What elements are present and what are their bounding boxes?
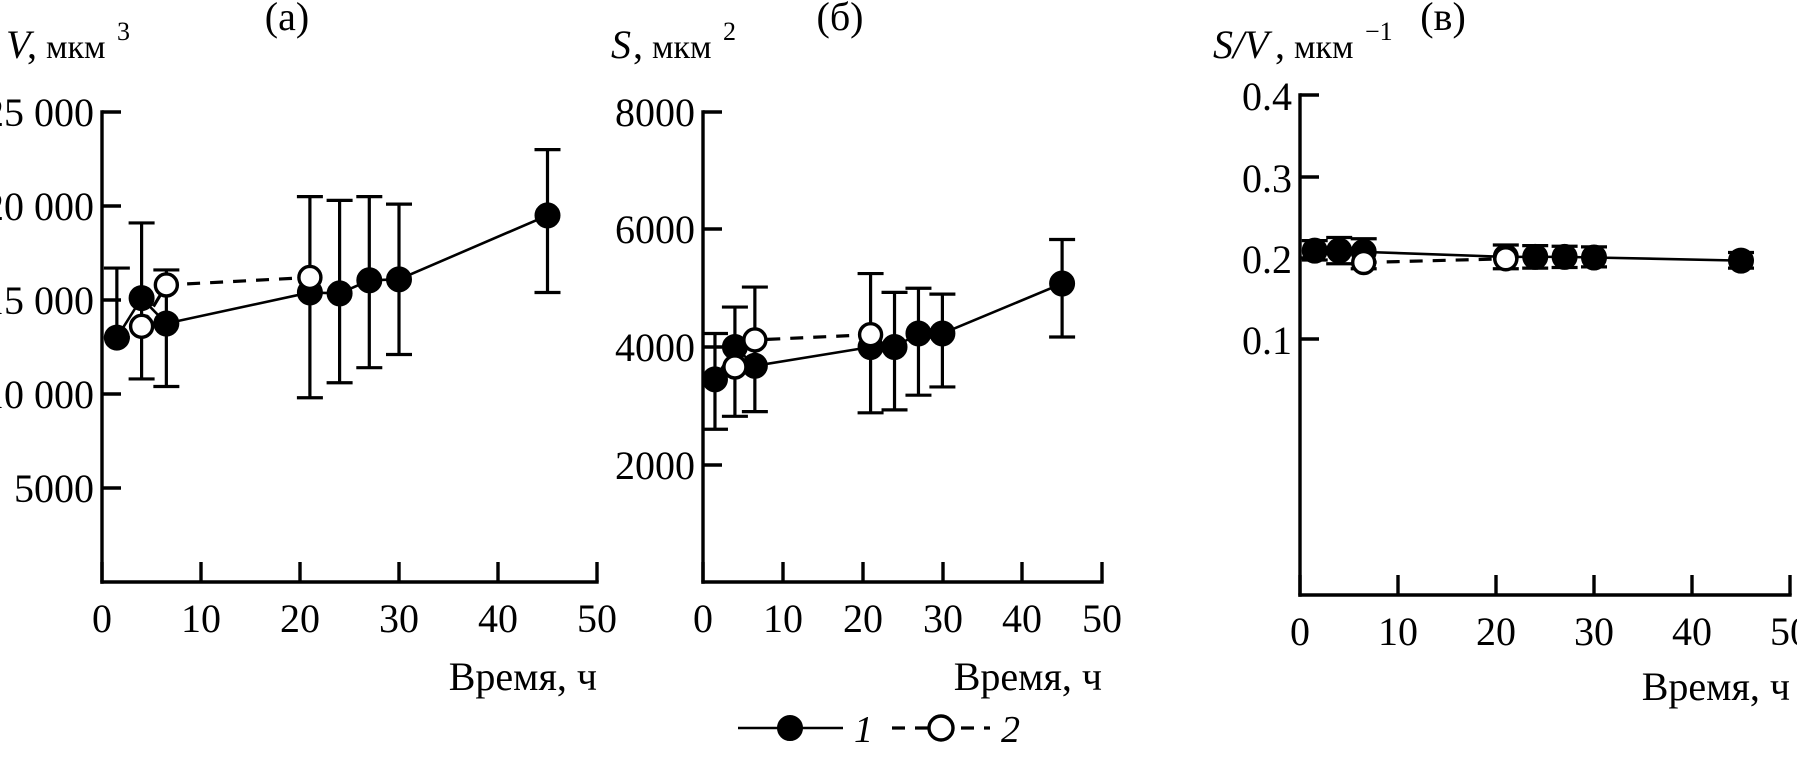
panel-a-xlabel: Время, ч	[449, 654, 597, 699]
panel-b-ylabel-comma: ,	[633, 22, 643, 67]
series1-marker	[881, 334, 908, 360]
panel-b-xlabel: Время, ч	[954, 654, 1102, 699]
panel-a-xticklabel-0: 0	[92, 596, 112, 641]
panel-a-letter: (а)	[265, 0, 309, 39]
series1-marker	[929, 320, 956, 347]
panel-c-yticklabel-2: 0.2	[1242, 237, 1292, 282]
series1-marker	[103, 324, 130, 351]
panel-c-yticklabel-1: 0.3	[1242, 156, 1292, 201]
series1-marker	[534, 202, 561, 229]
panel-a-xticklabel-5: 50	[577, 596, 617, 641]
panel-c-ylabel-comma: ,	[1275, 22, 1285, 67]
panel-c-ylabel-exponent: −1	[1365, 17, 1393, 46]
series2-marker	[128, 313, 155, 340]
panel-b: (б) S , мкм 2 8000 6000 4000 2000	[611, 0, 1122, 699]
panel-a-yticklabel-3: 10 000	[0, 372, 94, 417]
series2-marker	[297, 264, 323, 291]
panel-c-data	[1301, 235, 1754, 276]
panel-a-xticklabel-4: 40	[478, 596, 518, 641]
panel-b-yticklabel-2: 4000	[615, 325, 695, 370]
panel-a-ylabel-exponent: 3	[117, 17, 130, 46]
panel-c-xticklabel-1: 10	[1378, 609, 1418, 654]
panel-b-yticklabel-0: 8000	[615, 90, 695, 135]
panel-a-ylabel: V , мкм 3	[6, 17, 130, 67]
panel-a-xticklabel-2: 20	[280, 596, 320, 641]
panel-b-xticklabel-1: 10	[763, 596, 803, 641]
series1-marker	[1581, 244, 1607, 271]
panel-b-xticklabel-5: 50	[1082, 596, 1122, 641]
panel-c-xticklabel-3: 30	[1574, 609, 1614, 654]
series1-marker	[1551, 243, 1578, 270]
panel-a-yticklabel-2: 15 000	[0, 278, 94, 323]
series1-marker	[153, 310, 180, 337]
series2-marker	[153, 272, 180, 298]
panel-c-xticklabel-5: 50	[1770, 609, 1797, 654]
panel-a: (а) V , мкм 3 25 000 20 000 15 000 10 00…	[0, 0, 617, 699]
figure-legend: 1 2	[738, 709, 1020, 751]
series1-polyline	[115, 214, 549, 339]
series2-marker	[1350, 249, 1377, 276]
panel-a-ylabel-symbol: V	[6, 22, 35, 67]
panel-b-ylabel-unit: мкм	[652, 29, 712, 66]
panel-b-xticklabel-3: 30	[923, 596, 963, 641]
series2-marker	[1493, 246, 1519, 272]
panel-a-xticklabel-3: 30	[379, 596, 419, 641]
panel-c-xticklabel-2: 20	[1476, 609, 1516, 654]
series2-marker	[722, 354, 748, 380]
panel-c-letter: (в)	[1420, 0, 1466, 39]
panel-a-yticklabel-0: 25 000	[0, 90, 94, 135]
panel-b-data	[701, 237, 1076, 431]
panel-a-yticklabel-4: 5000	[14, 466, 94, 511]
series2-marker	[742, 327, 768, 353]
panel-c-ylabel-unit: мкм	[1294, 29, 1354, 66]
panel-c: (в) S/V , мкм −1 0.4 0.3 0.2 0.1 0	[1213, 0, 1797, 709]
panel-c-ylabel: S/V , мкм −1	[1213, 17, 1393, 67]
legend-series1-marker	[777, 715, 803, 741]
series1-marker	[1522, 243, 1549, 270]
panel-b-xticklabel-4: 40	[1002, 596, 1042, 641]
panel-a-xticklabel-1: 10	[181, 596, 221, 641]
series1-marker	[128, 285, 155, 312]
panel-b-yticklabel-1: 6000	[615, 207, 695, 252]
panel-b-ylabel: S , мкм 2	[611, 17, 736, 67]
legend-series2-marker	[927, 714, 955, 742]
panel-a-data	[103, 148, 561, 400]
panel-c-xlabel: Время, ч	[1642, 664, 1790, 709]
series1-marker	[1301, 237, 1328, 264]
panel-c-yticklabel-0: 0.4	[1242, 74, 1292, 119]
series1-marker	[386, 266, 412, 293]
legend-series2-label: 2	[1001, 709, 1020, 751]
panel-c-xticklabel-0: 0	[1290, 609, 1310, 654]
panel-a-ylabel-unit: мкм	[46, 29, 106, 66]
panel-b-letter: (б)	[817, 0, 864, 39]
legend-series1-label: 1	[854, 709, 873, 751]
panel-b-yticklabel-3: 2000	[615, 443, 695, 488]
series2-polyline	[1363, 257, 1506, 265]
series1-marker	[356, 267, 383, 294]
series1-marker	[905, 320, 932, 347]
series1-marker	[326, 280, 353, 307]
series1-marker	[701, 366, 728, 393]
panel-a-ylabel-comma: ,	[27, 22, 37, 67]
panel-b-ylabel-symbol: S	[611, 22, 631, 67]
panel-a-yticklabel-1: 20 000	[0, 184, 94, 229]
series1-marker	[1049, 270, 1076, 297]
panel-b-xticklabel-0: 0	[693, 596, 713, 641]
series2-marker	[857, 321, 884, 348]
series1-marker	[1728, 247, 1754, 274]
series1-marker	[1326, 237, 1353, 264]
panel-b-xticklabel-2: 20	[843, 596, 883, 641]
panel-b-ylabel-exponent: 2	[723, 17, 736, 46]
panel-c-xticklabel-4: 40	[1672, 609, 1712, 654]
panel-c-ylabel-symbol: S/V	[1213, 22, 1273, 67]
panel-c-yticklabel-3: 0.1	[1242, 318, 1292, 363]
